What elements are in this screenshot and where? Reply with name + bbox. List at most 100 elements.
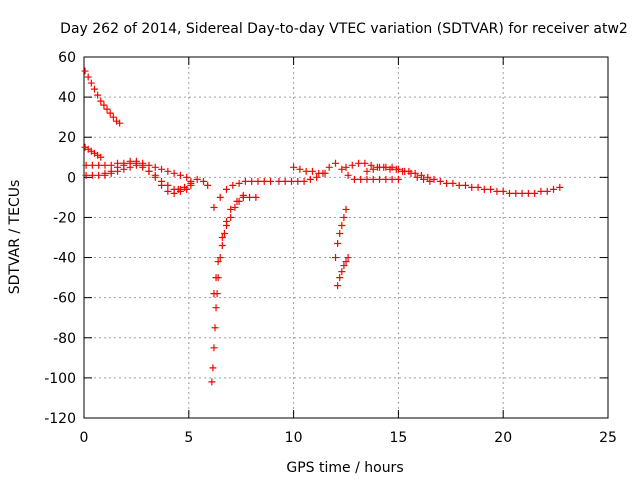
data-point-7-7	[239, 193, 247, 201]
y-tick-label-6: 0	[67, 170, 76, 186]
data-point-8-4	[235, 179, 243, 187]
data-point-9-17	[382, 175, 390, 183]
data-point-14-3	[382, 163, 390, 171]
data-point-4-3	[120, 161, 128, 169]
data-point-9-1	[281, 177, 289, 185]
series-arc-8	[210, 193, 260, 298]
data-point-0-5	[97, 97, 105, 105]
data-point-6-11	[227, 213, 235, 221]
data-point-4-5	[132, 159, 140, 167]
data-point-0-0	[81, 67, 89, 75]
data-point-4-9	[158, 181, 166, 189]
data-point-9-3	[294, 177, 302, 185]
data-point-9-9	[332, 159, 340, 167]
data-point-9-19	[394, 175, 402, 183]
data-point-10-5	[321, 169, 329, 177]
data-point-14-9	[420, 175, 428, 183]
data-point-13-3	[361, 159, 369, 167]
data-point-13-4	[367, 161, 375, 169]
data-point-0-11	[116, 119, 124, 127]
data-point-5-4	[199, 177, 207, 185]
data-point-6-1	[209, 364, 217, 372]
data-point-9-16	[376, 175, 384, 183]
data-point-6-2	[210, 344, 218, 352]
data-point-0-4	[94, 91, 102, 99]
data-point-6-3	[211, 324, 219, 332]
data-point-7-1	[212, 274, 220, 282]
data-points	[81, 67, 564, 386]
data-point-14-5	[394, 165, 402, 173]
data-point-13-33	[550, 185, 558, 193]
data-point-2-13	[164, 167, 172, 175]
data-point-13-32	[543, 187, 551, 195]
data-point-0-1	[84, 73, 92, 81]
data-point-12-1	[336, 274, 344, 282]
x-axis-label: GPS time / hours	[286, 460, 403, 476]
data-point-5-1	[181, 183, 189, 191]
data-point-14-2	[376, 163, 384, 171]
data-point-11-5	[342, 205, 350, 213]
data-point-10-2	[302, 167, 310, 175]
data-point-4-1	[107, 167, 115, 175]
data-point-7-8	[246, 193, 254, 201]
series-arc-1	[81, 67, 124, 127]
data-point-11-3	[338, 221, 346, 229]
data-point-0-9	[109, 113, 117, 121]
data-point-0-6	[100, 101, 108, 109]
data-point-14-4	[388, 163, 396, 171]
data-point-6-7	[216, 254, 224, 262]
data-point-13-18	[455, 181, 463, 189]
data-point-14-1	[369, 165, 377, 173]
series-arc-12	[332, 205, 350, 262]
series-arc-13	[334, 254, 352, 290]
data-point-11-4	[340, 213, 348, 221]
data-point-9-18	[388, 175, 396, 183]
data-point-2-4	[107, 161, 115, 169]
data-point-13-19	[461, 181, 469, 189]
data-point-13-31	[537, 187, 545, 195]
data-point-12-4	[342, 258, 350, 266]
y-tick-label-3: -60	[53, 291, 76, 307]
data-point-13-12	[417, 171, 425, 179]
data-point-3-1	[88, 171, 96, 179]
data-point-6-8	[218, 242, 226, 250]
data-point-7-2	[214, 258, 222, 266]
data-point-4-7	[145, 167, 153, 175]
data-point-5-3	[193, 175, 201, 183]
data-point-10-4	[315, 169, 323, 177]
data-point-7-0	[210, 290, 218, 298]
data-point-4-10	[164, 187, 172, 195]
series-arc-15	[363, 163, 434, 185]
data-point-13-28	[518, 189, 526, 197]
data-point-13-16	[443, 179, 451, 187]
data-point-2-16	[183, 173, 191, 181]
data-point-8-1	[216, 193, 224, 201]
data-point-8-6	[248, 177, 256, 185]
data-point-13-2	[355, 159, 363, 167]
data-point-1-5	[97, 153, 105, 161]
data-point-8-9	[267, 177, 275, 185]
data-point-12-0	[334, 282, 342, 290]
data-point-7-6	[233, 197, 241, 205]
data-point-9-10	[338, 165, 346, 173]
data-point-11-2	[336, 229, 344, 237]
data-point-4-0	[101, 171, 109, 179]
series-arc-2	[81, 143, 105, 161]
data-point-13-27	[512, 189, 520, 197]
data-point-11-1	[334, 240, 342, 248]
data-point-14-8	[413, 173, 421, 181]
chart-title: Day 262 of 2014, Sidereal Day-to-day VTE…	[60, 21, 628, 37]
data-point-10-0	[290, 163, 298, 171]
data-point-13-34	[556, 183, 564, 191]
data-point-9-15	[369, 175, 377, 183]
y-tick-label-8: 40	[58, 90, 76, 106]
data-point-12-3	[340, 262, 348, 270]
axis-ticks: 0 5 10 15 20 25 -120 -100 -80 -60 -40 -20 0 20 40 60	[44, 50, 617, 446]
plot-area-frame	[83, 56, 609, 419]
x-tick-label-1: 5	[184, 430, 193, 446]
data-point-9-8	[325, 163, 333, 171]
data-point-12-5	[344, 254, 352, 262]
data-point-0-3	[90, 85, 98, 93]
data-point-8-0	[210, 203, 218, 211]
